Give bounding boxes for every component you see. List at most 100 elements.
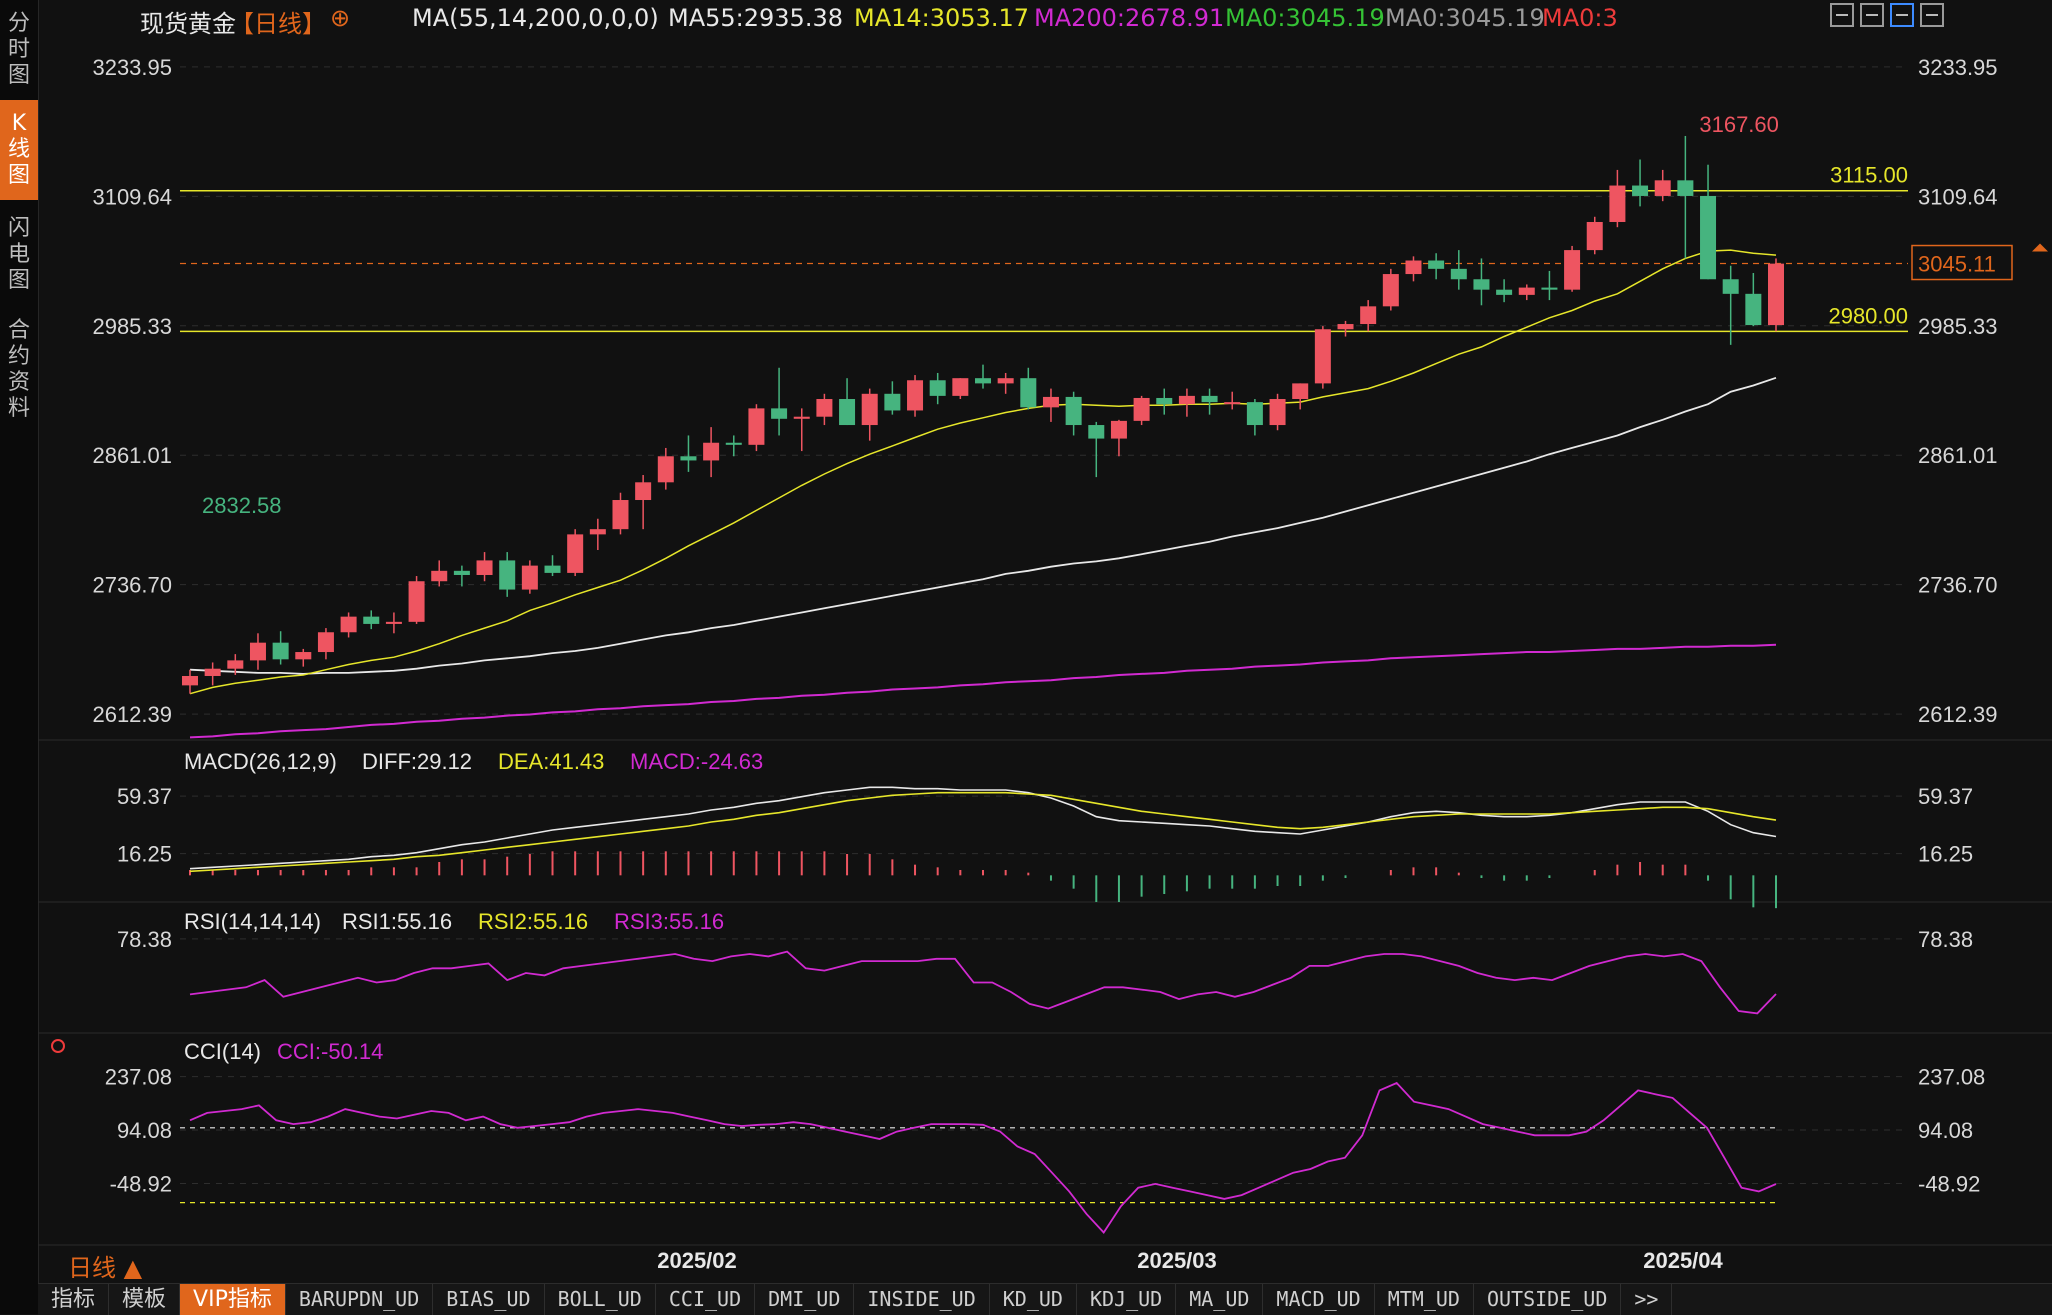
indicator-tab-ma-ud[interactable]: MA_UD	[1176, 1284, 1264, 1315]
candle-body	[1450, 268, 1467, 280]
candle-body	[317, 632, 334, 653]
grid-icon[interactable]	[1830, 3, 1854, 27]
candle-body	[839, 399, 856, 426]
indicator-tab-macd-ud[interactable]: MACD_UD	[1263, 1284, 1375, 1315]
candle-body	[567, 534, 584, 573]
candle-body	[544, 565, 561, 573]
indicator-tab-[interactable]: 模板	[109, 1284, 181, 1315]
candle-body	[1020, 378, 1037, 408]
x-axis-label: 2025/03	[1137, 1248, 1217, 1273]
candle-body	[1042, 396, 1059, 408]
cci-tick-left: -48.92	[110, 1172, 172, 1197]
candle-body	[227, 660, 244, 669]
candle-body	[1224, 402, 1241, 405]
candle-body	[1405, 260, 1422, 275]
sidebar-tab-4[interactable]: 合约资料	[7, 318, 30, 421]
price-tick-right: 2861.01	[1918, 443, 1998, 468]
macd-tick-left: 16.25	[117, 842, 172, 867]
candle-body	[997, 378, 1014, 384]
macd-tick-right: 16.25	[1918, 842, 1973, 867]
macd-dea-line	[189, 791, 1777, 873]
rsi-tick-right: 78.38	[1918, 927, 1973, 952]
candle-body	[612, 500, 629, 530]
candle-body	[884, 393, 901, 411]
indicator-tab-mtm-ud[interactable]: MTM_UD	[1375, 1284, 1474, 1315]
candle-body	[272, 642, 289, 660]
indicator-icon[interactable]	[1920, 3, 1944, 27]
period-tag[interactable]: 【日线】	[230, 10, 326, 38]
low-price-annotation: 2832.58	[202, 493, 282, 518]
candle-body	[1722, 279, 1739, 294]
candle-body	[816, 399, 833, 417]
x-axis-label: 2025/02	[657, 1248, 737, 1273]
sidebar-tab-3[interactable]: 闪电图	[7, 216, 30, 293]
indicator-tab-dmi-ud[interactable]: DMI_UD	[755, 1284, 855, 1315]
candle-body	[1337, 324, 1354, 330]
chart-area[interactable]: 3233.95 3233.95 3109.64 3109.64 2985.33 2985.…	[0, 0, 2052, 1283]
price-tick-left: 3109.64	[92, 184, 172, 209]
indicator-tab-bias-ud[interactable]: BIAS_UD	[433, 1284, 545, 1315]
candle-body	[1473, 279, 1490, 290]
indicator-tab-[interactable]: >>	[1621, 1284, 1673, 1315]
cci-tick-right: -48.92	[1918, 1172, 1980, 1197]
candle-body	[1178, 395, 1195, 405]
candle-body	[589, 529, 606, 535]
cci-header-name: CCI(14)	[184, 1039, 261, 1064]
indicator-tab-[interactable]: 指标	[38, 1284, 110, 1315]
candle-body	[1541, 287, 1558, 290]
period-selector[interactable]: 日线 ▲	[68, 1254, 143, 1282]
candle-body	[703, 442, 720, 461]
price-tick-left: 2612.39	[92, 702, 172, 727]
candle-body	[1133, 397, 1150, 421]
ma200-line	[189, 643, 1777, 739]
indicator-tab-kdj-ud[interactable]: KDJ_UD	[1077, 1284, 1177, 1315]
candle-body	[431, 570, 448, 582]
candle-body	[1496, 289, 1513, 295]
sidebar-tab-1[interactable]: 分时图	[7, 11, 30, 88]
candle-body	[1314, 329, 1331, 384]
price-level-label: 3115.00	[1830, 163, 1908, 188]
current-price-arrow-icon	[2032, 243, 2048, 252]
candle-body	[1292, 383, 1309, 400]
ma55-value: MA55:2935.38	[668, 4, 843, 32]
indicator-tab-kd-ud[interactable]: KD_UD	[990, 1284, 1077, 1315]
ma14-line	[189, 249, 1777, 695]
price-tick-right: 3109.64	[1918, 184, 1998, 209]
indicator-tab-bar: 指标 模板 VIP指标 BARUPDN_UD BIAS_UD BOLL_UD CCI_UD D…	[38, 1283, 2052, 1315]
chart-toolbar	[1830, 3, 1944, 27]
cci-tick-left: 237.08	[105, 1065, 172, 1090]
candle-body	[1518, 287, 1535, 295]
candle-body	[748, 408, 765, 445]
candle-body	[1088, 425, 1105, 439]
candle-body	[635, 482, 652, 501]
indicator-tab-inside-ud[interactable]: INSIDE_UD	[854, 1284, 990, 1315]
candle-body	[975, 378, 991, 384]
candlestick-icon[interactable]	[1860, 3, 1884, 27]
candle-body	[680, 456, 697, 461]
candle-body	[1065, 396, 1082, 426]
current-price-box	[1911, 244, 2013, 281]
indicator-tab-barupdn-ud[interactable]: BARUPDN_UD	[286, 1284, 434, 1315]
indicator-tab-vip[interactable]: VIP指标	[180, 1284, 286, 1315]
cci-tick-right: 237.08	[1918, 1065, 1985, 1090]
indicator-tab-cci-ud[interactable]: CCI_UD	[656, 1284, 756, 1315]
indicator-tab-boll-ud[interactable]: BOLL_UD	[545, 1284, 656, 1315]
ma55-line	[189, 376, 1777, 675]
candle-body	[1382, 274, 1399, 307]
candle-body	[340, 616, 357, 633]
macd-header-dea: DEA:41.43	[498, 749, 604, 774]
ma0-value-3: MA0:3	[1542, 4, 1618, 32]
chart-type-icon[interactable]	[1890, 3, 1914, 27]
candle-body	[1586, 221, 1603, 251]
candle-body	[204, 668, 221, 676]
candle-body	[1428, 260, 1445, 269]
add-icon[interactable]: ⊕	[330, 4, 351, 32]
macd-header-diff: DIFF:29.12	[362, 749, 472, 774]
candle-body	[249, 642, 266, 661]
ma-indicator[interactable]: MA(55,14,200,0,0,0)	[412, 4, 659, 32]
indicator-tab-outside-ud[interactable]: OUTSIDE_UD	[1474, 1284, 1622, 1315]
candle-body	[1201, 395, 1218, 403]
macd-header-macd: MACD(26,12,9)	[184, 749, 337, 774]
